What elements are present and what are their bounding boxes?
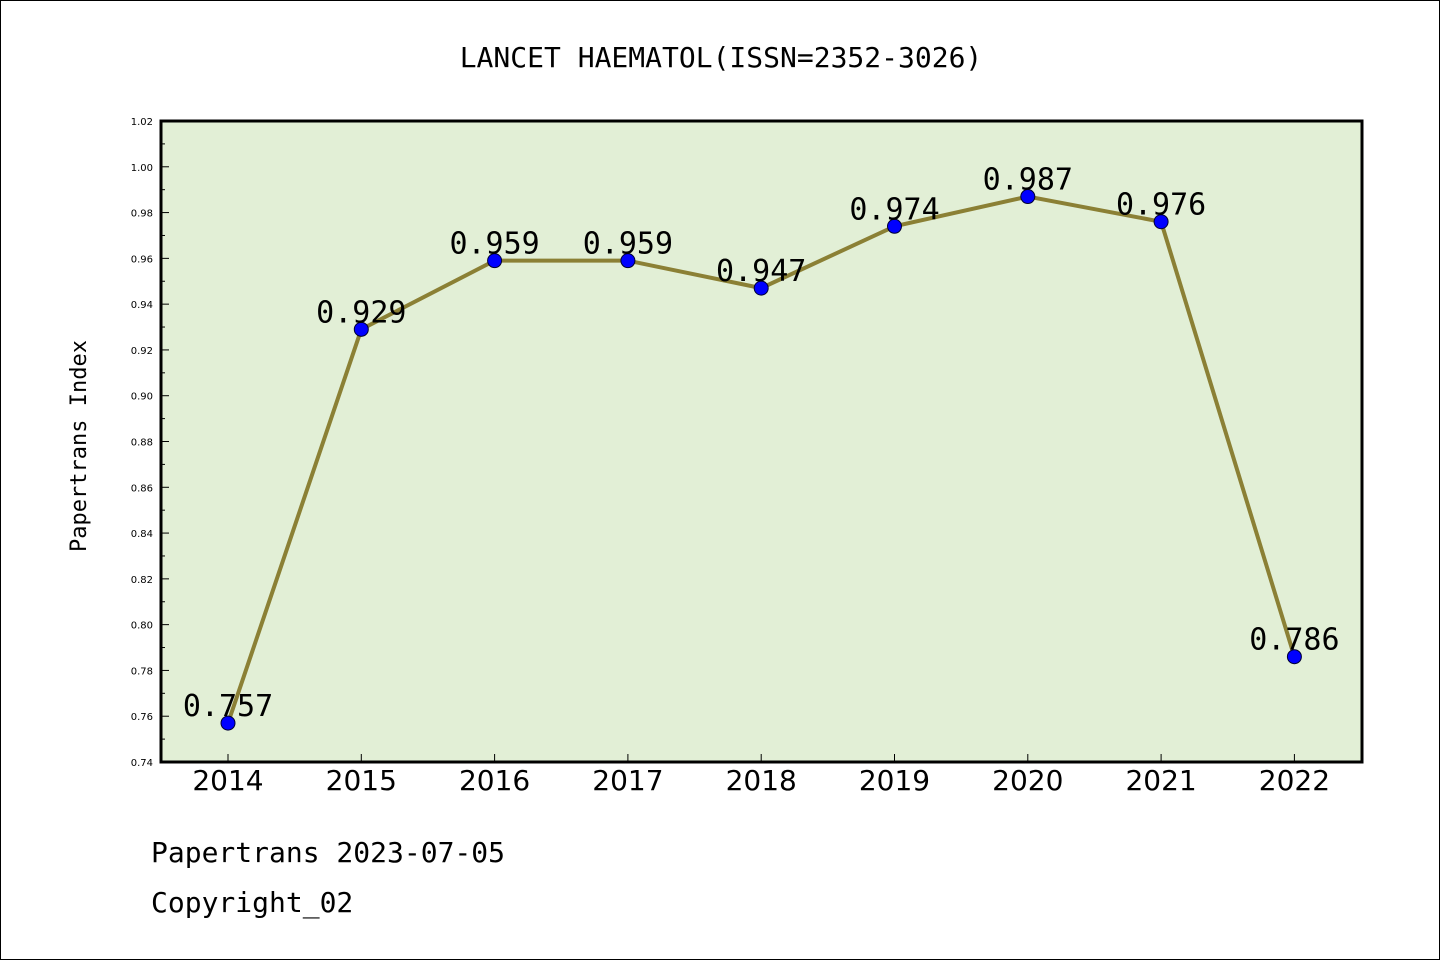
x-tick-label: 2021 [1125, 764, 1196, 797]
chart-title: LANCET HAEMATOL(ISSN=2352-3026) [460, 41, 983, 74]
data-point [220, 715, 236, 731]
data-labels: 0.757 0.929 0.959 0.959 0.947 0.974 0.987 0.976… [183, 163, 1340, 725]
y-tick-label: 0.76 [131, 712, 153, 723]
y-tick-label: 0.86 [131, 483, 153, 494]
y-tick-label: 0.94 [131, 300, 153, 311]
y-tick-label: 1.02 [131, 117, 153, 128]
data-label: 0.976 [1116, 188, 1206, 223]
y-tick-label: 0.92 [131, 346, 153, 357]
x-tick-label: 2017 [592, 764, 663, 797]
footer-copyright: Copyright_02 [151, 886, 354, 919]
y-tick-label: 0.98 [131, 209, 153, 220]
data-label: 0.974 [849, 192, 939, 227]
data-point [1153, 214, 1169, 230]
x-axis-ticks: 2014 2015 2016 2017 2018 2019 2020 2021 2022 [192, 754, 1330, 797]
x-tick-label: 2022 [1259, 764, 1330, 797]
data-label: 0.959 [449, 227, 539, 262]
y-tick-label: 0.84 [131, 529, 153, 540]
x-tick-label: 2018 [726, 764, 797, 797]
data-label: 0.987 [983, 163, 1073, 198]
data-point [753, 280, 769, 296]
y-axis-ticks: 0.74 0.76 0.78 0.80 0.82 0.84 0.86 0.88 0.90 0.92… [131, 117, 169, 769]
data-label: 0.959 [583, 227, 673, 262]
y-tick-label: 0.80 [131, 621, 153, 632]
data-label: 0.757 [183, 689, 273, 724]
data-label: 0.786 [1249, 623, 1339, 658]
data-point [487, 253, 503, 269]
data-point [620, 253, 636, 269]
y-tick-label: 1.00 [131, 163, 153, 174]
x-tick-label: 2016 [459, 764, 530, 797]
y-axis-label: Papertrans Index [67, 340, 92, 552]
x-tick-label: 2014 [192, 764, 263, 797]
data-label: 0.947 [716, 254, 806, 289]
x-tick-label: 2015 [326, 764, 397, 797]
footer-date: Papertrans 2023-07-05 [151, 836, 506, 869]
y-tick-label: 0.90 [131, 392, 153, 403]
y-tick-label: 0.88 [131, 438, 153, 449]
series-markers [220, 189, 1302, 731]
x-tick-label: 2019 [859, 764, 930, 797]
data-point [353, 321, 369, 337]
data-point [887, 218, 902, 234]
x-tick-label: 2020 [992, 764, 1063, 797]
y-tick-label: 0.82 [131, 575, 153, 586]
y-tick-label: 0.96 [131, 254, 153, 265]
data-label: 0.929 [316, 295, 406, 330]
y-tick-label: 0.74 [131, 758, 153, 769]
data-point [1286, 649, 1302, 665]
data-point [1020, 189, 1036, 205]
y-tick-label: 0.78 [131, 666, 153, 677]
